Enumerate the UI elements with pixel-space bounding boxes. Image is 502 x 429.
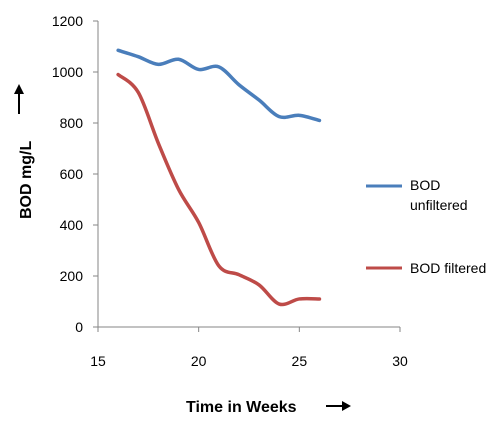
data-point bbox=[238, 84, 240, 86]
legend-label: BOD filtered bbox=[410, 260, 486, 276]
y-tick-label: 600 bbox=[60, 166, 84, 182]
y-axis: 0 200 400 600 800 1000 1200 bbox=[52, 13, 99, 335]
data-point bbox=[318, 298, 320, 300]
legend: BOD unfiltered BOD filtered bbox=[366, 177, 486, 276]
x-ticks: 15 20 25 30 bbox=[90, 327, 408, 369]
x-tick-label: 20 bbox=[191, 353, 207, 369]
data-point bbox=[178, 58, 180, 60]
series-line-1 bbox=[116, 72, 322, 307]
y-ticks: 0 200 400 600 800 1000 1200 bbox=[52, 13, 98, 335]
data-point bbox=[218, 265, 220, 267]
y-axis-arrow bbox=[14, 84, 24, 114]
data-point bbox=[258, 284, 260, 286]
x-tick-label: 25 bbox=[292, 353, 308, 369]
data-point bbox=[278, 116, 280, 118]
series-line-0 bbox=[116, 48, 322, 123]
legend-label: unfiltered bbox=[410, 197, 468, 213]
data-point bbox=[278, 303, 280, 305]
y-axis-title: BOD mg/L bbox=[18, 141, 35, 219]
data-point bbox=[137, 56, 139, 58]
x-tick-label: 30 bbox=[392, 353, 408, 369]
data-point bbox=[298, 114, 300, 116]
data-point bbox=[137, 91, 139, 93]
y-tick-label: 1000 bbox=[52, 64, 83, 80]
legend-label: BOD bbox=[410, 177, 440, 193]
data-point bbox=[178, 188, 180, 190]
y-tick-label: 0 bbox=[75, 319, 83, 335]
data-point bbox=[117, 74, 119, 76]
x-tick-label: 15 bbox=[90, 353, 106, 369]
y-tick-label: 800 bbox=[60, 115, 84, 131]
x-axis-title: Time in Weeks bbox=[186, 399, 297, 416]
data-point bbox=[258, 99, 260, 101]
data-point bbox=[157, 142, 159, 144]
data-point bbox=[157, 63, 159, 65]
data-point bbox=[198, 68, 200, 70]
y-tick-label: 1200 bbox=[52, 13, 83, 29]
y-tick-label: 200 bbox=[60, 268, 84, 284]
data-point bbox=[318, 119, 320, 121]
series-layer bbox=[116, 48, 322, 307]
data-point bbox=[238, 274, 240, 276]
data-point bbox=[218, 66, 220, 68]
y-tick-label: 400 bbox=[60, 217, 84, 233]
data-point bbox=[298, 298, 300, 300]
x-axis-arrow bbox=[326, 401, 351, 411]
data-point bbox=[117, 49, 119, 51]
x-axis: 15 20 25 30 bbox=[90, 326, 408, 369]
data-point bbox=[198, 221, 200, 223]
